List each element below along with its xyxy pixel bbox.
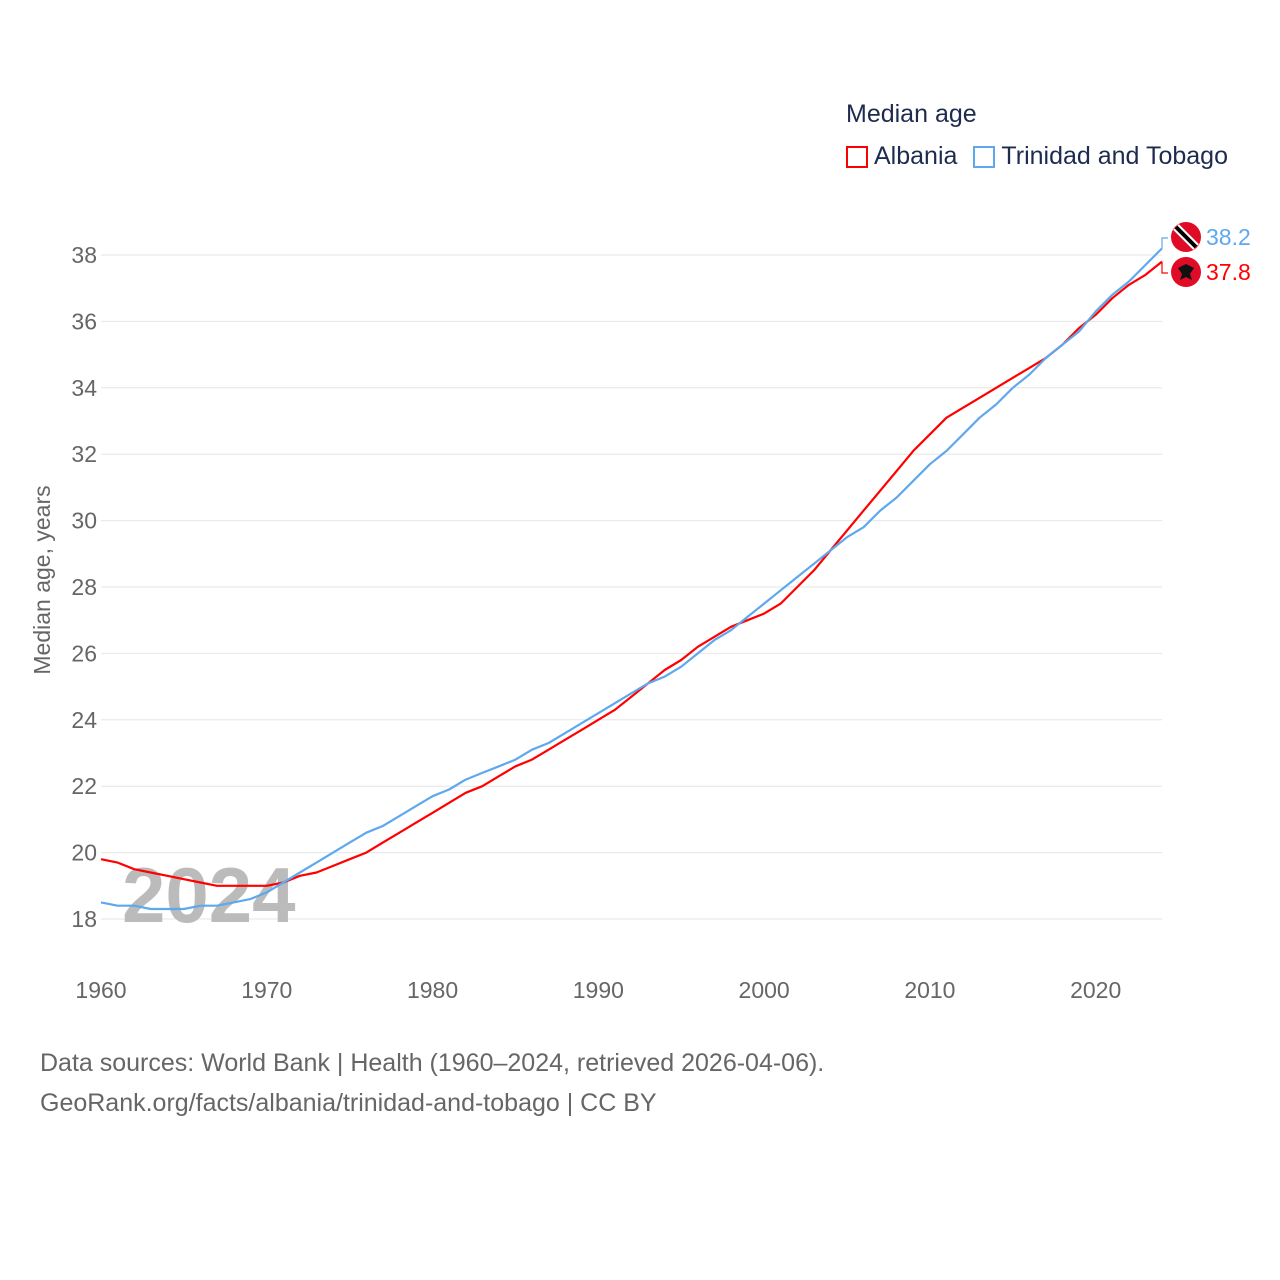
legend-label: Albania (874, 142, 958, 170)
series-line-trinidad-and-tobago (100, 247, 1163, 911)
legend: Albania Trinidad and Tobago (846, 142, 1228, 171)
x-tick-label: 2010 (904, 977, 955, 1003)
flag-stripe (1174, 225, 1198, 249)
footer: Data sources: World Bank | Health (1960–… (40, 1043, 824, 1123)
year-watermark: 2024 (122, 851, 296, 939)
series-line-albania (100, 260, 1163, 887)
y-tick-label: 36 (71, 308, 97, 334)
y-tick-label: 38 (71, 242, 97, 268)
end-label-connector (1161, 261, 1168, 274)
y-tick-label: 34 (71, 375, 97, 401)
legend-item-albania[interactable]: Albania (846, 142, 957, 171)
y-tick-label: 26 (71, 640, 97, 666)
end-label-connector (1161, 237, 1168, 249)
end-value-label: 37.8 (1206, 259, 1251, 285)
end-value-label: 38.2 (1206, 224, 1251, 250)
attribution-text: GeoRank.org/facts/albania/trinidad-and-t… (40, 1089, 657, 1117)
y-tick-label: 30 (71, 508, 97, 534)
y-tick-label: 20 (71, 840, 97, 866)
eagle-emblem (1178, 264, 1194, 280)
legend-title: Median age (846, 100, 977, 128)
y-axis-label: Median age, years (29, 485, 55, 674)
legend-swatch-albania (846, 145, 868, 168)
legend-item-trinidad-and-tobago[interactable]: Trinidad and Tobago (973, 142, 1228, 171)
x-tick-label: 2000 (739, 977, 790, 1003)
legend-swatch-trinidad-and-tobago (973, 145, 996, 168)
y-tick-label: 28 (71, 574, 97, 600)
x-tick-label: 1980 (407, 977, 458, 1003)
y-tick-label: 22 (71, 773, 97, 799)
y-tick-label: 24 (71, 707, 97, 733)
y-tick-label: 18 (71, 906, 97, 932)
legend-label: Trinidad and Tobago (1001, 142, 1228, 170)
x-tick-label: 1970 (241, 977, 292, 1003)
y-tick-label: 32 (71, 441, 97, 467)
x-tick-label: 2020 (1070, 977, 1121, 1003)
data-source-text: Data sources: World Bank | Health (1960–… (40, 1049, 825, 1077)
x-tick-label: 1960 (75, 977, 126, 1003)
x-tick-label: 1990 (573, 977, 624, 1003)
